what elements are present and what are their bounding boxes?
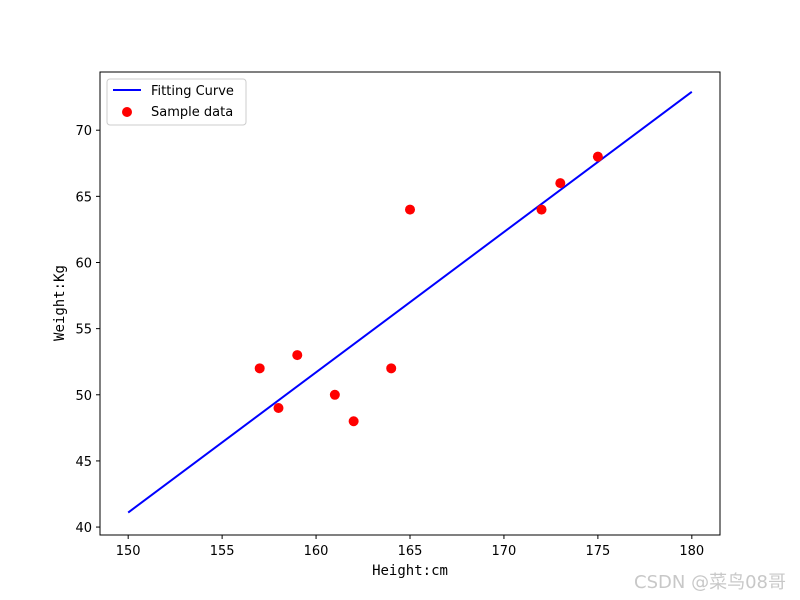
x-tick-label: 160: [304, 544, 329, 559]
watermark: CSDN @菜鸟08哥: [634, 572, 786, 593]
x-tick-label: 165: [398, 544, 423, 559]
y-tick-label: 55: [75, 323, 92, 338]
y-axis: 40 45 50 55 60 65 70: [75, 124, 100, 536]
x-axis: 150 155 160 165 170 175 180: [116, 535, 704, 559]
y-tick-label: 45: [75, 455, 92, 470]
sample-data-point: [405, 204, 415, 215]
sample-data-point: [386, 363, 397, 374]
sample-data-point: [348, 416, 359, 427]
y-tick-label: 60: [75, 256, 92, 271]
sample-data-point: [536, 204, 547, 215]
legend-label-sample-data: Sample data: [151, 105, 233, 120]
x-tick-label: 170: [492, 544, 517, 559]
x-tick-label: 180: [679, 544, 704, 559]
fitting-curve-line: [127, 91, 693, 514]
x-axis-label: Height:cm: [372, 563, 448, 579]
sample-data-point: [555, 178, 566, 189]
y-axis-label: Weight:Kg: [52, 265, 68, 341]
y-tick-label: 65: [75, 190, 92, 205]
y-tick-label: 70: [75, 124, 92, 139]
legend: Fitting Curve Sample data: [106, 78, 247, 126]
y-tick-label: 40: [75, 521, 92, 536]
x-tick-label: 155: [210, 544, 235, 559]
legend-label-fitting-curve: Fitting Curve: [151, 84, 234, 99]
legend-box: [106, 78, 247, 126]
sample-data-point: [254, 363, 265, 374]
sample-data-point: [292, 350, 303, 361]
x-tick-label: 150: [116, 544, 141, 559]
sample-data-point: [592, 151, 603, 162]
x-tick-label: 175: [585, 544, 610, 559]
y-tick-label: 50: [75, 389, 92, 404]
sample-data-point: [273, 403, 284, 414]
sample-data-point: [329, 389, 340, 400]
legend-marker-swatch: [122, 107, 132, 117]
